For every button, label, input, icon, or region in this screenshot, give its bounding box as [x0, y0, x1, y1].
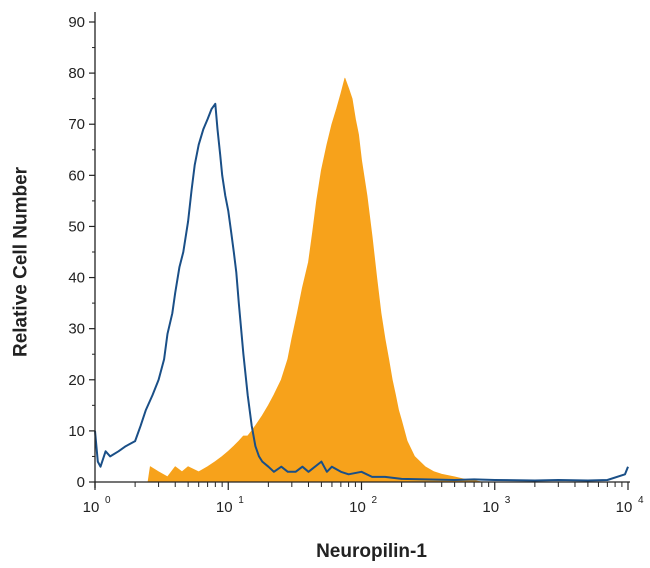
y-tick-label: 30 — [68, 321, 85, 338]
y-tick-label: 80 — [68, 65, 85, 82]
x-tick-exponent: 0 — [105, 495, 111, 506]
y-tick-label: 90 — [68, 14, 85, 31]
x-tick-label: 10 — [482, 499, 499, 516]
y-tick-label: 20 — [68, 372, 85, 389]
x-tick-exponent: 3 — [505, 495, 511, 506]
x-tick-label: 10 — [616, 499, 633, 516]
neuropilin-1-stained-histogram — [147, 77, 483, 483]
x-tick-exponent: 1 — [238, 495, 244, 506]
y-tick-label: 60 — [68, 167, 85, 184]
y-axis-title: Relative Cell Number — [11, 166, 32, 357]
y-tick-label: 50 — [68, 218, 85, 235]
x-tick-label: 10 — [216, 499, 233, 516]
x-tick-label: 10 — [83, 499, 100, 516]
y-tick-label: 70 — [68, 116, 85, 133]
x-axis-ticks: 10 0 10 1 10 2 10 3 10 4 — [83, 482, 644, 516]
y-axis-ticks: 0 10 20 30 40 50 60 70 80 90 — [68, 14, 95, 491]
x-tick-label: 10 — [349, 499, 366, 516]
x-axis-title: Neuropilin-1 — [316, 541, 427, 562]
x-tick-exponent: 2 — [372, 495, 378, 506]
plot-area — [94, 77, 629, 483]
y-tick-label: 0 — [77, 474, 85, 491]
y-tick-label: 10 — [68, 423, 85, 440]
y-tick-label: 40 — [68, 270, 85, 287]
isotype-control-histogram — [94, 102, 629, 482]
x-tick-exponent: 4 — [638, 495, 644, 506]
